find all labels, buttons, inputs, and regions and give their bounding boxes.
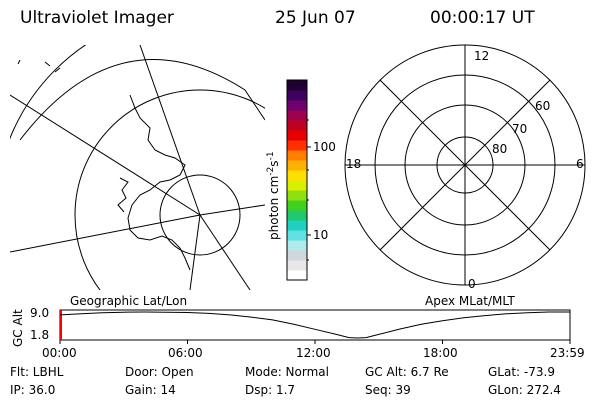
colorbar-segment xyxy=(287,110,307,121)
colorbar-unit-text: photon cm xyxy=(267,176,281,240)
colorbar-segment xyxy=(287,260,307,271)
filter-info: Flt: LBHL xyxy=(10,365,64,379)
colorbar-segment xyxy=(287,120,307,131)
polar-label-70: 70 xyxy=(512,122,527,136)
glon-info: GLon: 272.4 xyxy=(488,383,561,397)
polar-label-60: 60 xyxy=(535,99,550,113)
colorbar-segment xyxy=(287,150,307,161)
colorbar-segment xyxy=(287,80,307,91)
dsp-info: Dsp: 1.7 xyxy=(245,383,296,397)
colorbar-segment xyxy=(287,90,307,101)
colorbar-segment xyxy=(287,190,307,201)
polar-label-0: 0 xyxy=(468,277,476,291)
colorbar-segment xyxy=(287,140,307,151)
colorbar-segment xyxy=(287,200,307,211)
altitude-axis-label: GC Alt xyxy=(11,309,25,347)
seq-info: Seq: 39 xyxy=(365,383,411,397)
colorbar-segment xyxy=(287,100,307,111)
altitude-x-tick-4: 23:59 xyxy=(550,346,585,360)
ip-info: IP: 36.0 xyxy=(10,383,56,397)
map-caption: Geographic Lat/Lon xyxy=(70,294,188,308)
colorbar-segment xyxy=(287,240,307,251)
colorbar-segment xyxy=(287,180,307,191)
polar-label-18: 18 xyxy=(346,157,361,171)
colorbar-segment xyxy=(287,230,307,241)
colorbar-segment xyxy=(287,220,307,231)
altitude-y-bottom: 1.8 xyxy=(30,328,49,342)
altitude-y-top: 9.0 xyxy=(30,306,49,320)
polar-label-80: 80 xyxy=(492,142,507,156)
colorbar-label: photon cm-2s-1 xyxy=(266,151,281,240)
date-label: 25 Jun 07 xyxy=(275,8,356,28)
colorbar-segment xyxy=(287,160,307,171)
colorbar-unit-exp2: -1 xyxy=(266,151,276,160)
mode-info: Mode: Normal xyxy=(245,365,329,379)
instrument-title: Ultraviolet Imager xyxy=(20,8,174,28)
svg-text:photon cm-2s-1: photon cm-2s-1 xyxy=(266,151,281,240)
colorbar-segment xyxy=(287,250,307,261)
altitude-x-tick-1: 06:00 xyxy=(168,346,203,360)
polar-label-12: 12 xyxy=(474,49,489,63)
colorbar-segment xyxy=(287,170,307,181)
polar-label-6: 6 xyxy=(576,157,584,171)
glat-info: GLat: -73.9 xyxy=(488,365,555,379)
altitude-x-tick-2: 12:00 xyxy=(296,346,331,360)
colorbar-unit-s: s xyxy=(267,160,281,166)
gain-info: Gain: 14 xyxy=(125,383,176,397)
colorbar-segment xyxy=(287,210,307,221)
colorbar-segment xyxy=(287,130,307,141)
altitude-curve xyxy=(59,311,570,339)
altitude-x-tick-0: 00:00 xyxy=(42,346,77,360)
time-label: 00:00:17 UT xyxy=(430,8,535,28)
colorbar-segment xyxy=(287,270,307,281)
colorbar-tick-10: 10 xyxy=(313,228,328,242)
gc-alt-info: GC Alt: 6.7 Re xyxy=(365,365,449,379)
colorbar-unit-exp1: -2 xyxy=(266,167,276,176)
apex-caption: Apex MLat/MLT xyxy=(425,294,515,308)
colorbar-tick-100: 100 xyxy=(313,140,336,154)
door-info: Door: Open xyxy=(125,365,194,379)
altitude-x-tick-3: 18:00 xyxy=(423,346,458,360)
